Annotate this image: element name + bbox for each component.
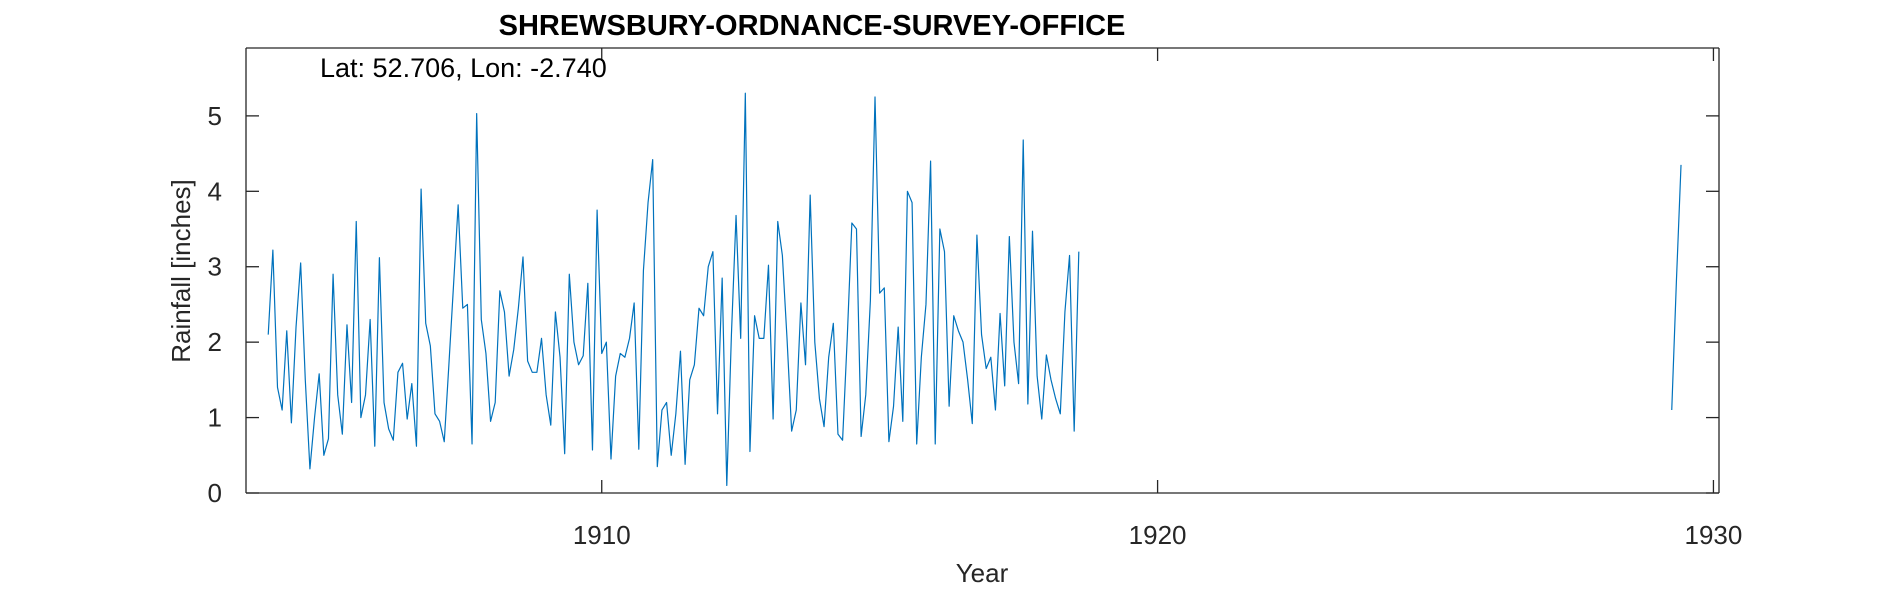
rainfall-series-line-1 xyxy=(267,92,1080,487)
plot-frame xyxy=(245,47,1720,494)
location-annotation: Lat: 52.706, Lon: -2.740 xyxy=(320,53,607,83)
y-tick-label: 2 xyxy=(208,327,222,357)
rainfall-series-line-2 xyxy=(1671,164,1682,411)
y-axis-label: Rainfall [inches] xyxy=(166,179,196,363)
chart-title: SHREWSBURY-ORDNANCE-SURVEY-OFFICE xyxy=(499,10,1126,42)
y-tick-label: 0 xyxy=(208,478,222,508)
x-axis-label: Year xyxy=(956,558,1009,588)
tick-group: 1910 1920 1930 0 1 2 3 4 5 xyxy=(208,48,1743,550)
x-tick-label: 1920 xyxy=(1129,520,1187,550)
plot-area xyxy=(246,48,1719,493)
y-tick-label: 4 xyxy=(208,176,222,206)
y-tick-label: 3 xyxy=(208,252,222,282)
x-tick-label: 1930 xyxy=(1685,520,1743,550)
y-tick-label: 5 xyxy=(208,101,222,131)
series-group xyxy=(267,92,1682,487)
x-tick-label: 1910 xyxy=(573,520,631,550)
y-tick-label: 1 xyxy=(208,403,222,433)
